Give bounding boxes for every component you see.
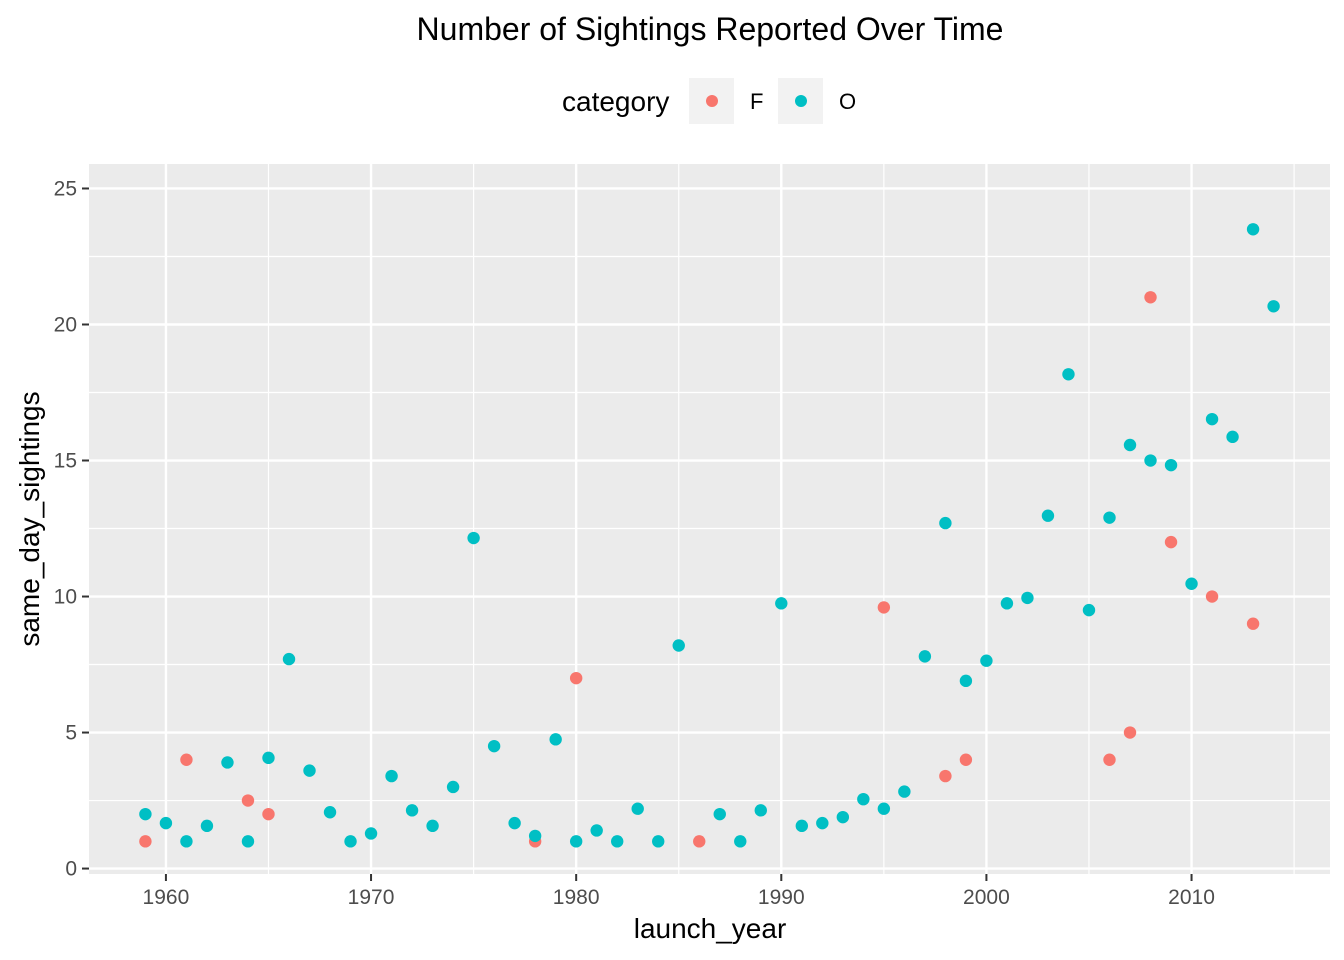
y-tick-label-0: 0 — [65, 858, 77, 881]
point-o-36 — [898, 785, 911, 798]
point-f-8 — [939, 769, 952, 783]
legend-label-f: F — [750, 89, 763, 114]
point-f-14 — [1205, 590, 1219, 603]
point-f-6 — [693, 835, 706, 848]
point-f-1 — [180, 753, 193, 766]
point-o-24 — [631, 802, 644, 815]
point-o-26 — [672, 639, 685, 652]
point-o-2 — [180, 835, 193, 848]
point-o-34 — [857, 792, 870, 806]
point-o-45 — [1082, 603, 1096, 617]
x-tick-label-5: 2010 — [1168, 886, 1215, 909]
point-o-0 — [139, 807, 152, 821]
point-o-23 — [610, 835, 624, 848]
data-points — [139, 223, 1280, 848]
point-o-28 — [734, 835, 747, 848]
y-axis-title: same_day_sightings — [14, 391, 45, 646]
point-o-52 — [1226, 430, 1239, 444]
point-o-53 — [1246, 223, 1260, 236]
point-o-11 — [364, 827, 378, 840]
point-o-6 — [262, 751, 275, 765]
point-o-16 — [467, 531, 480, 545]
point-o-38 — [939, 516, 952, 530]
point-o-37 — [918, 650, 932, 663]
y-tick-label-2: 10 — [54, 586, 77, 609]
y-tick-label-3: 15 — [54, 450, 77, 473]
point-o-12 — [385, 769, 398, 783]
point-o-4 — [221, 756, 234, 769]
point-f-13 — [1164, 535, 1178, 549]
y-tick-label-4: 20 — [54, 313, 77, 336]
point-f-7 — [877, 601, 891, 614]
y-tick-label-1: 5 — [65, 722, 77, 745]
point-o-44 — [1062, 368, 1075, 381]
gridlines — [89, 164, 1330, 874]
y-tick-label-5: 25 — [54, 177, 77, 200]
point-o-7 — [282, 652, 296, 666]
x-tick-label-4: 2000 — [963, 886, 1010, 909]
point-f-9 — [959, 753, 973, 766]
point-o-35 — [877, 802, 891, 815]
x-axis-title: launch_year — [634, 913, 787, 944]
point-o-13 — [405, 804, 419, 817]
point-o-54 — [1267, 300, 1280, 313]
point-f-3 — [262, 807, 275, 821]
point-f-11 — [1123, 726, 1137, 739]
point-f-0 — [139, 835, 152, 848]
x-tick-label-2: 1980 — [553, 886, 600, 909]
point-o-20 — [549, 733, 562, 746]
point-o-27 — [713, 807, 726, 821]
point-o-39 — [959, 674, 973, 688]
point-f-10 — [1103, 753, 1116, 766]
point-f-15 — [1246, 617, 1260, 630]
point-f-2 — [241, 794, 255, 807]
point-o-48 — [1144, 454, 1157, 467]
point-o-47 — [1123, 438, 1137, 452]
x-tick-label-3: 1990 — [758, 886, 805, 909]
point-o-51 — [1205, 412, 1219, 426]
chart-title: Number of Sightings Reported Over Time — [417, 11, 1004, 47]
point-o-25 — [652, 835, 665, 848]
point-o-33 — [836, 810, 850, 824]
point-f-5 — [569, 671, 583, 685]
legend: category F O — [562, 78, 856, 124]
point-o-29 — [754, 804, 767, 817]
point-o-10 — [344, 835, 357, 848]
x-tick-label-1: 1970 — [348, 886, 395, 909]
point-o-17 — [487, 739, 501, 753]
point-o-3 — [200, 819, 214, 833]
point-o-42 — [1021, 591, 1034, 605]
legend-label-o: O — [839, 89, 856, 114]
point-o-14 — [426, 819, 439, 833]
axes: 1960 1970 1980 1990 2000 2010 0 5 10 15 20 25 — [54, 177, 1215, 909]
point-o-30 — [775, 597, 788, 610]
point-o-50 — [1185, 577, 1198, 590]
legend-title: category — [562, 86, 669, 117]
plot-panel — [89, 164, 1330, 874]
point-o-8 — [303, 764, 316, 777]
point-o-15 — [446, 780, 460, 794]
point-o-46 — [1103, 511, 1116, 524]
point-o-5 — [241, 835, 255, 848]
point-o-31 — [795, 819, 809, 833]
point-o-22 — [590, 824, 603, 837]
point-o-18 — [508, 816, 521, 830]
point-o-21 — [569, 835, 583, 848]
legend-dot-f — [706, 95, 718, 107]
point-o-32 — [816, 816, 829, 830]
x-tick-label-0: 1960 — [143, 886, 190, 909]
point-o-40 — [980, 654, 993, 667]
point-o-19 — [528, 829, 542, 843]
legend-dot-o — [795, 95, 807, 107]
point-f-12 — [1144, 291, 1157, 304]
point-o-41 — [1000, 597, 1014, 610]
point-o-1 — [159, 816, 173, 830]
point-o-43 — [1041, 509, 1055, 522]
point-o-9 — [323, 806, 337, 819]
point-o-49 — [1164, 458, 1178, 472]
